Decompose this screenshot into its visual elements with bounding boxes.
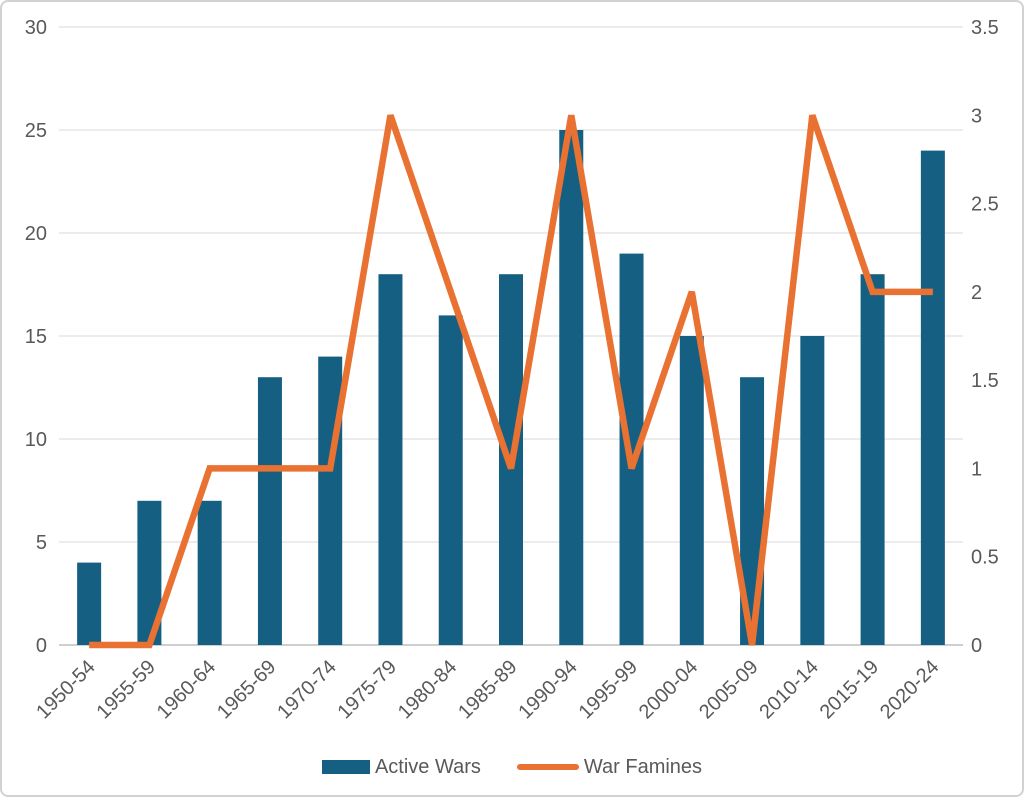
active-wars-war-famines-chart: 0 5 10 15 20 25 30 0 0.5 1 1.5 2 2.5 3 3.5 1950-541955-… — [25, 17, 999, 723]
bar-1990-94 — [559, 130, 584, 645]
legend-label-active-wars: Active Wars — [374, 756, 481, 778]
x-axis-tick-label: 1980-84 — [394, 656, 461, 723]
x-axis-tick-label: 1990-94 — [514, 656, 581, 723]
right-axis-tick-label: 3.5 — [971, 17, 999, 39]
x-axis-tick-label: 2005-09 — [695, 656, 762, 723]
x-axis-tick-label: 2000-04 — [635, 656, 702, 723]
legend-swatch-bar-icon — [321, 760, 370, 774]
x-axis-tick-label: 1985-89 — [454, 656, 521, 723]
war-famines-line — [89, 114, 933, 649]
bar-1960-64 — [197, 500, 222, 645]
bar-2000-04 — [679, 336, 704, 645]
left-axis-tick-label: 0 — [36, 635, 47, 657]
bar-2010-14 — [800, 336, 825, 645]
legend-item-war-famines[interactable]: War Famines — [516, 756, 703, 778]
x-axis: 1950-541955-591960-641965-691970-741975-… — [32, 656, 943, 723]
left-y-axis: 0 5 10 15 20 25 30 — [25, 17, 47, 657]
x-axis-tick-label: 1960-64 — [153, 656, 220, 723]
bar-1950-54 — [77, 562, 102, 645]
bar-1980-84 — [438, 315, 463, 645]
chart-legend: Active Wars War Famines — [2, 752, 1022, 782]
left-axis-tick-label: 10 — [25, 429, 47, 451]
left-axis-tick-label: 25 — [25, 120, 47, 142]
right-axis-tick-label: 3 — [971, 105, 982, 127]
active-wars-bars — [77, 130, 945, 645]
x-axis-tick-label: 2010-14 — [755, 656, 822, 723]
bar-1965-69 — [257, 377, 282, 645]
legend-label-war-famines: War Famines — [583, 756, 703, 778]
legend-swatch-line-icon — [516, 764, 579, 770]
x-axis-tick-label: 1970-74 — [273, 656, 340, 723]
x-axis-tick-label: 2015-19 — [816, 656, 883, 723]
left-axis-tick-label: 20 — [25, 223, 47, 245]
legend-item-active-wars[interactable]: Active Wars — [321, 756, 481, 778]
bar-1970-74 — [318, 356, 343, 645]
x-axis-tick-label: 1995-99 — [575, 656, 642, 723]
right-axis-tick-label: 0.5 — [971, 547, 999, 569]
bar-2015-19 — [860, 274, 885, 645]
left-axis-tick-label: 5 — [36, 532, 47, 554]
x-axis-tick-label: 1950-54 — [32, 656, 99, 723]
right-axis-tick-label: 2 — [971, 282, 982, 304]
right-axis-tick-label: 2.5 — [971, 194, 999, 216]
x-axis-tick-label: 1955-59 — [92, 656, 159, 723]
right-axis-tick-label: 1 — [971, 458, 982, 480]
right-y-axis: 0 0.5 1 1.5 2 2.5 3 3.5 — [971, 17, 999, 657]
right-axis-tick-label: 0 — [971, 635, 982, 657]
left-axis-tick-label: 15 — [25, 326, 47, 348]
bar-2020-24 — [920, 150, 945, 645]
x-axis-tick-label: 2020-24 — [876, 656, 943, 723]
bar-1975-79 — [378, 274, 403, 645]
right-axis-tick-label: 1.5 — [971, 370, 999, 392]
x-axis-tick-label: 1975-79 — [334, 656, 401, 723]
left-axis-tick-label: 30 — [25, 17, 47, 39]
x-axis-tick-label: 1965-69 — [213, 656, 280, 723]
